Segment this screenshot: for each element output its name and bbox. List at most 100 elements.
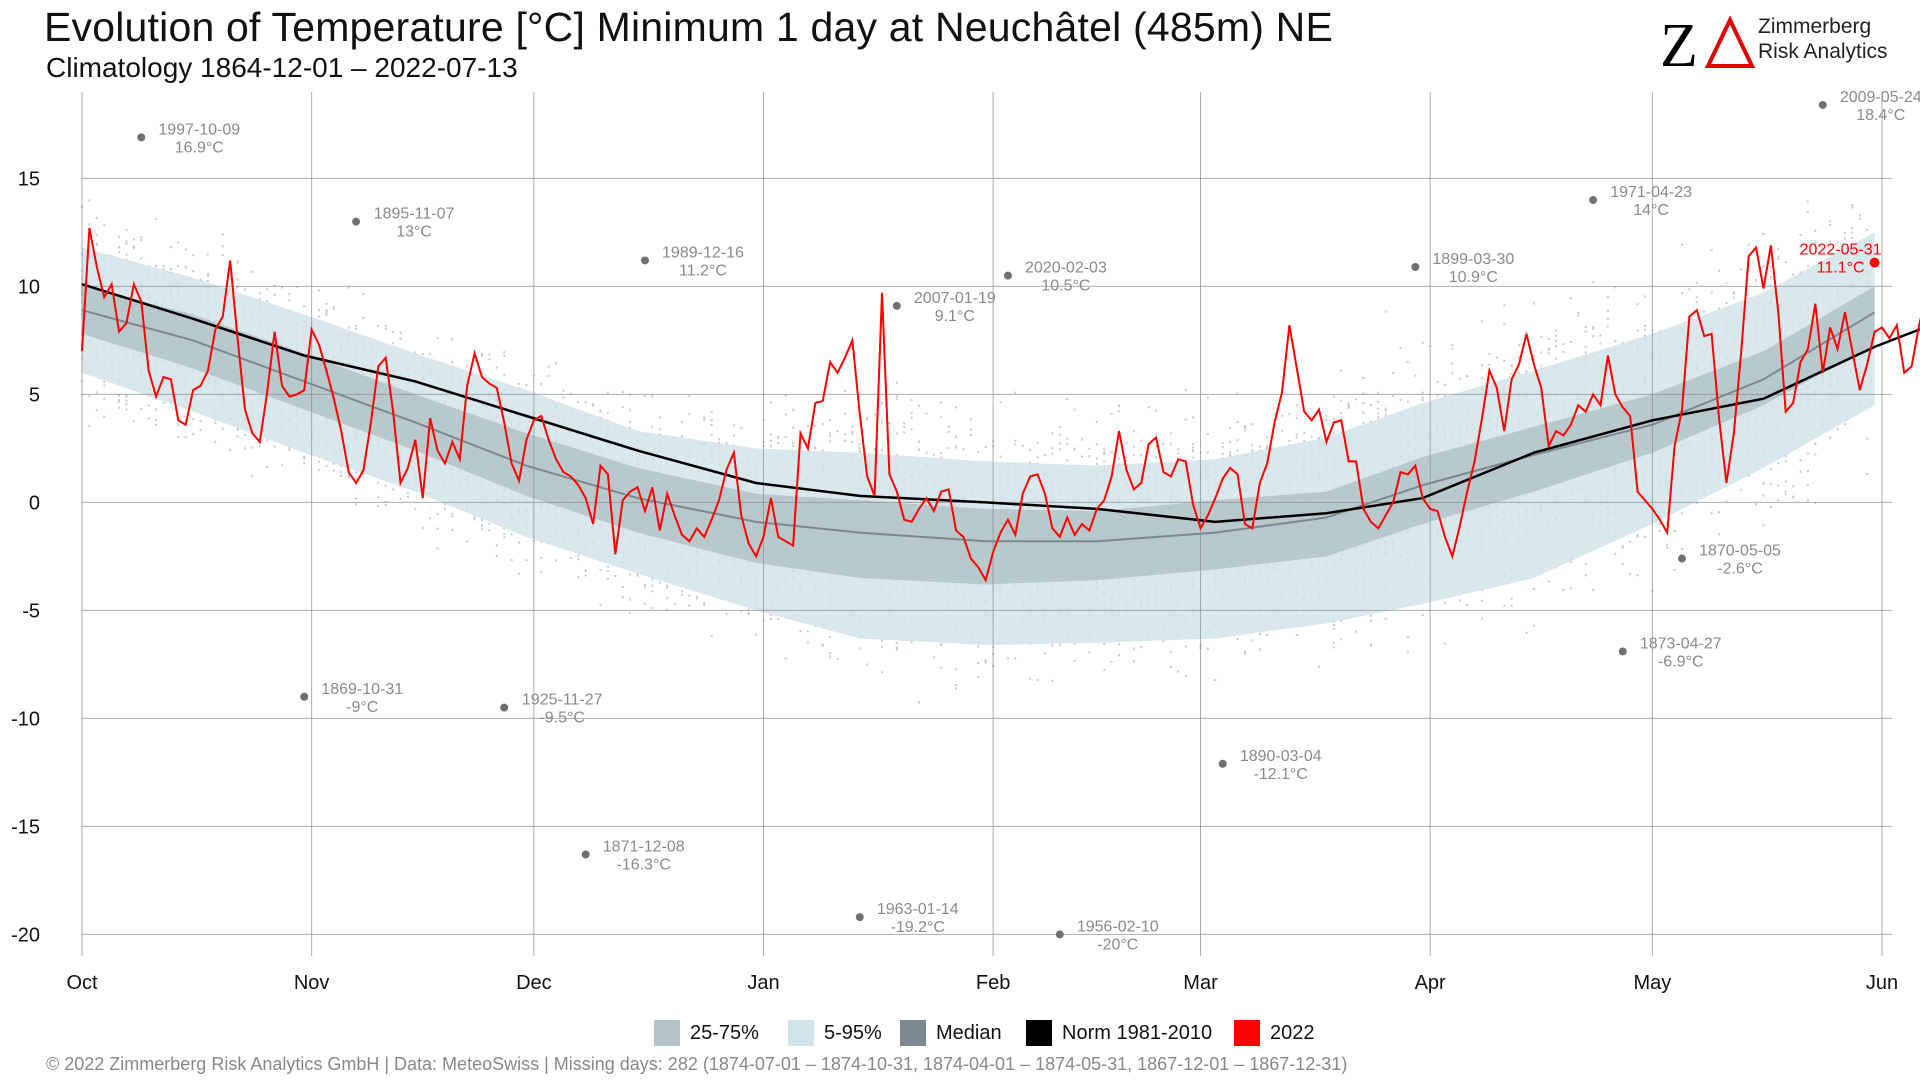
historical-point — [614, 575, 617, 578]
historical-point — [895, 642, 898, 645]
historical-point — [288, 293, 291, 296]
historical-point — [1162, 640, 1165, 643]
historical-point — [1132, 660, 1135, 663]
historical-point — [747, 608, 750, 611]
historical-point — [1125, 441, 1128, 444]
historical-point — [236, 428, 239, 431]
historical-point — [281, 286, 283, 289]
historical-point — [481, 518, 483, 521]
historical-point — [318, 309, 321, 312]
historical-point — [236, 278, 239, 281]
historical-point — [658, 428, 661, 431]
historical-point — [251, 446, 254, 449]
historical-point — [1066, 459, 1069, 462]
historical-point — [947, 425, 950, 428]
historical-point — [984, 659, 987, 662]
historical-point — [969, 418, 972, 421]
historical-point — [881, 449, 883, 452]
historical-point — [473, 518, 476, 521]
historical-point — [332, 469, 335, 472]
historical-point — [377, 505, 380, 508]
historical-point — [303, 462, 306, 465]
historical-point — [1103, 642, 1106, 645]
historical-point — [806, 641, 809, 644]
historical-point — [769, 401, 772, 404]
historical-point — [851, 441, 854, 444]
historical-point — [125, 403, 128, 406]
historical-point — [103, 224, 106, 227]
historical-point — [436, 337, 439, 340]
historical-point — [703, 418, 706, 421]
historical-point — [910, 416, 913, 419]
historical-point — [755, 633, 758, 636]
historical-point — [547, 374, 550, 377]
historical-point — [1073, 448, 1076, 451]
historical-point — [473, 516, 476, 519]
historical-point — [332, 462, 335, 465]
historical-point — [429, 353, 432, 356]
historical-point — [392, 331, 395, 334]
historical-point — [814, 446, 817, 449]
historical-point — [266, 288, 269, 291]
historical-point — [1029, 448, 1032, 451]
historical-point — [206, 272, 209, 275]
historical-point — [147, 417, 150, 420]
historical-point — [206, 274, 209, 277]
historical-point — [584, 569, 587, 572]
historical-point — [118, 246, 121, 249]
historical-point — [95, 234, 98, 237]
historical-point — [177, 241, 180, 244]
historical-point — [155, 423, 158, 426]
historical-point — [881, 419, 883, 422]
historical-point — [1155, 445, 1158, 448]
historical-point — [347, 476, 350, 479]
historical-point — [947, 430, 950, 433]
historical-point — [1095, 421, 1098, 424]
historical-point — [243, 447, 246, 450]
historical-point — [406, 491, 409, 494]
historical-point — [969, 434, 972, 437]
historical-point — [792, 441, 795, 444]
historical-point — [606, 565, 609, 568]
historical-point — [251, 475, 254, 478]
historical-point — [177, 265, 180, 268]
historical-point — [88, 245, 91, 248]
historical-point — [710, 635, 713, 638]
historical-point — [451, 512, 454, 515]
historical-point — [495, 554, 498, 557]
historical-point — [162, 264, 165, 267]
historical-point — [688, 594, 691, 597]
historical-point — [88, 424, 91, 427]
historical-point — [769, 433, 772, 436]
historical-point — [1088, 447, 1091, 450]
historical-point — [769, 439, 772, 442]
historical-point — [984, 446, 987, 449]
historical-point — [118, 400, 121, 403]
historical-point — [362, 316, 365, 319]
historical-point — [858, 443, 861, 446]
historical-point — [792, 444, 795, 447]
historical-point — [303, 305, 306, 308]
logo-mark-triangle — [1704, 15, 1756, 68]
historical-point — [125, 399, 128, 402]
historical-point — [903, 426, 906, 429]
historical-point — [710, 433, 713, 436]
historical-point — [895, 646, 898, 649]
historical-point — [177, 424, 180, 427]
historical-point — [969, 428, 972, 431]
historical-point — [881, 639, 883, 642]
historical-point — [777, 442, 780, 445]
historical-point — [125, 395, 128, 398]
historical-point — [362, 473, 365, 476]
historical-point — [1095, 443, 1098, 446]
historical-point — [169, 268, 172, 271]
historical-point — [199, 428, 202, 431]
chart-title: Evolution of Temperature [°C] Minimum 1 … — [44, 4, 1334, 50]
historical-point — [895, 454, 898, 457]
historical-point — [443, 503, 446, 506]
historical-point — [910, 641, 913, 644]
historical-point — [955, 687, 958, 690]
historical-point — [606, 569, 609, 572]
historical-point — [829, 655, 832, 658]
historical-point — [221, 427, 224, 430]
